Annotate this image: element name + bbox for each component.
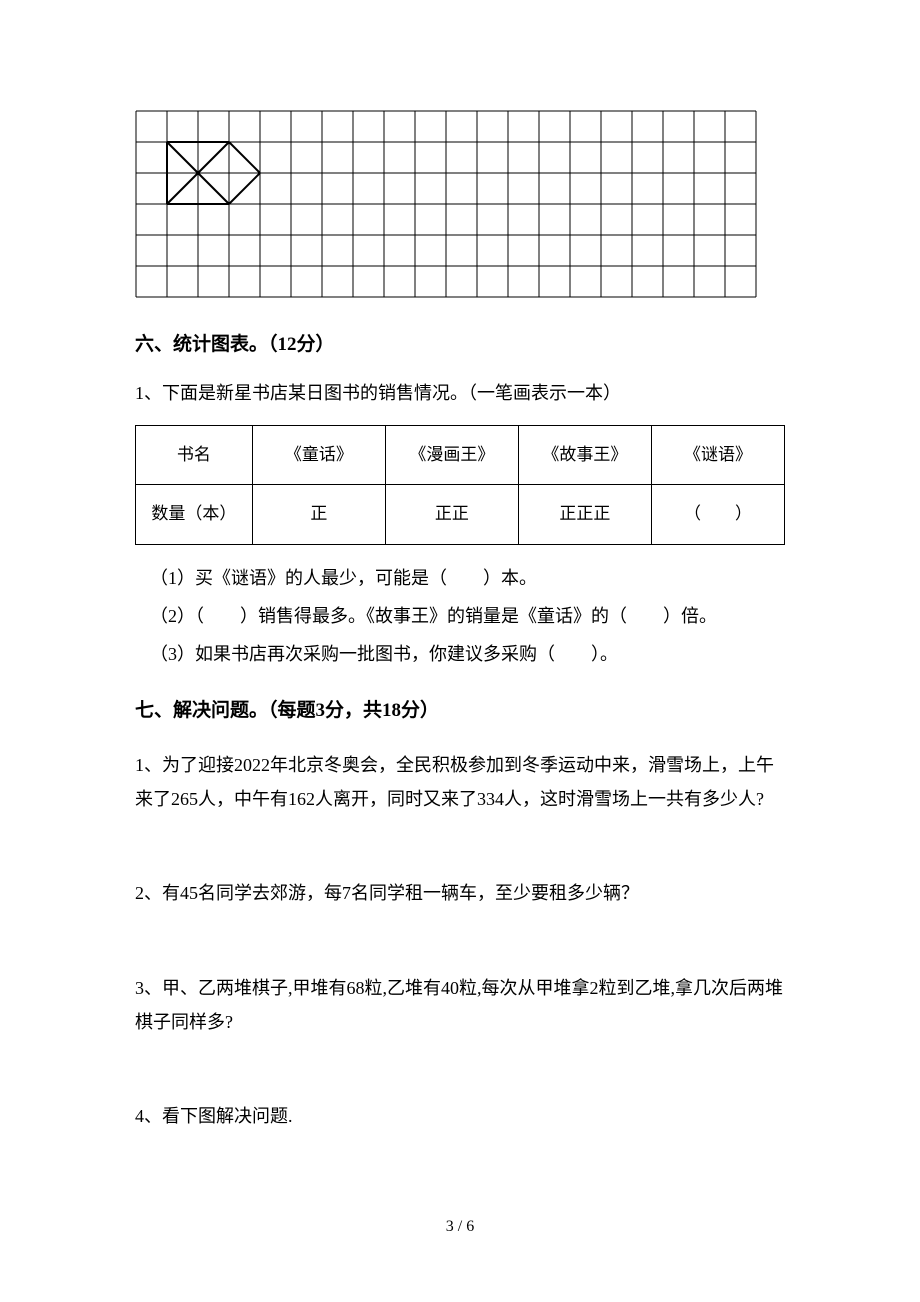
sub-question-1: （1）买《谜语》的人最少，可能是（ ）本。	[150, 560, 785, 596]
section-6-intro: 1、下面是新星书店某日图书的销售情况。（一笔画表示一本）	[135, 377, 785, 409]
table-cell: 《漫画王》	[385, 425, 518, 485]
table-row: 数量（本） 正 正正 正正正 （ ）	[136, 485, 785, 545]
grid-figure	[135, 110, 785, 298]
table-cell: 正	[252, 485, 385, 545]
problem-2: 2、有45名同学去郊游，每7名同学租一辆车，至少要租多少辆？	[135, 876, 785, 910]
table-cell: （ ）	[651, 485, 784, 545]
table-cell: 数量（本）	[136, 485, 253, 545]
table-row: 书名 《童话》 《漫画王》 《故事王》 《谜语》	[136, 425, 785, 485]
table-cell: 《童话》	[252, 425, 385, 485]
page-footer: 3 / 6	[135, 1213, 785, 1242]
table-cell: 《谜语》	[651, 425, 784, 485]
problem-4: 4、看下图解决问题.	[135, 1099, 785, 1133]
problem-1: 1、为了迎接2022年北京冬奥会，全民积极参加到冬季运动中来，滑雪场上，上午来了…	[135, 748, 785, 816]
grid-drawing	[135, 110, 757, 298]
table-cell: 正正	[385, 485, 518, 545]
problem-3: 3、甲、乙两堆棋子,甲堆有68粒,乙堆有40粒,每次从甲堆拿2粒到乙堆,拿几次后…	[135, 971, 785, 1039]
table-cell: 正正正	[518, 485, 651, 545]
section-7-heading: 七、解决问题。（每题3分，共18分）	[135, 694, 785, 728]
sub-question-3: （3）如果书店再次采购一批图书，你建议多采购（ ）。	[150, 636, 785, 672]
sub-question-2: （2）（ ）销售得最多。《故事王》的销量是《童话》的（ ）倍。	[150, 598, 785, 634]
table-cell: 书名	[136, 425, 253, 485]
section-6-heading: 六、统计图表。（12分）	[135, 328, 785, 362]
table-cell: 《故事王》	[518, 425, 651, 485]
book-sales-table: 书名 《童话》 《漫画王》 《故事王》 《谜语》 数量（本） 正 正正 正正正 …	[135, 425, 785, 545]
